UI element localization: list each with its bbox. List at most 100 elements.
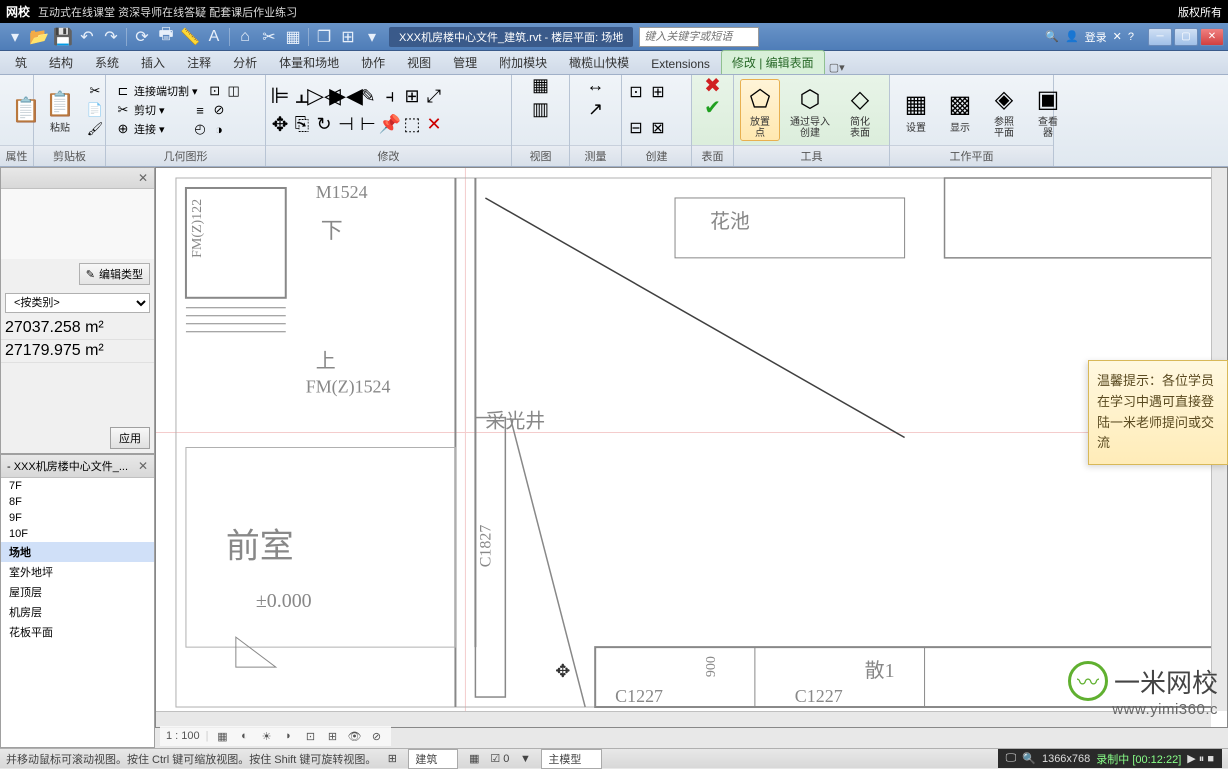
sync-icon[interactable]: ⟳ (131, 26, 153, 48)
cope-button[interactable]: ⊏连接端切割 ▾ ⊡ ◫ (112, 82, 259, 100)
print-icon[interactable]: 🖶 (155, 26, 177, 48)
measure-dim-icon[interactable]: ↔ (588, 77, 604, 93)
3d-icon[interactable]: ⌂ (234, 26, 256, 48)
array-icon[interactable]: ⊞ (404, 88, 420, 104)
browser-item-selected[interactable]: 场地 (1, 542, 154, 562)
visual-style-icon[interactable]: ◐ (237, 728, 253, 744)
set-workplane-button[interactable]: ▦设置 (896, 85, 936, 136)
active-workset[interactable]: 建筑 (408, 749, 458, 769)
customize-icon[interactable]: ▾ (361, 26, 383, 48)
create-group-icon[interactable]: ⊞ (650, 84, 666, 100)
workset-icon[interactable]: ⊞ (384, 751, 400, 767)
close-hidden-icon[interactable]: ⊞ (337, 26, 359, 48)
main-model-dropdown[interactable]: 主模型 (541, 749, 602, 769)
tab-addins[interactable]: 附加模块 (488, 50, 558, 74)
login-link[interactable]: 登录 (1085, 29, 1107, 45)
horizontal-scrollbar[interactable] (156, 711, 1211, 727)
redo-icon[interactable]: ↷ (100, 26, 122, 48)
paste-button[interactable]: 📋粘贴 (40, 85, 80, 136)
show-workplane-button[interactable]: ▩显示 (940, 85, 980, 136)
browser-item[interactable]: 屋顶层 (1, 582, 154, 602)
measure-icon[interactable]: 📏 (179, 26, 201, 48)
tab-extensions[interactable]: Extensions (640, 53, 721, 74)
help-icon[interactable]: ? (1128, 31, 1134, 43)
browser-list[interactable]: 7F 8F 9F 10F 场地 室外地坪 屋顶层 机房层 花板平面 (1, 478, 154, 747)
ribbon-collapse-icon[interactable]: ▢▾ (829, 61, 845, 74)
text-icon[interactable]: A (203, 26, 225, 48)
scale-icon[interactable]: ⤢ (426, 88, 442, 104)
create-similar-icon[interactable]: ⊡ (628, 84, 644, 100)
open-icon[interactable]: 📂 (28, 26, 50, 48)
tab-insert[interactable]: 插入 (130, 50, 176, 74)
browser-item[interactable]: 室外地坪 (1, 562, 154, 582)
app-menu-button[interactable]: ▾ (4, 26, 26, 48)
measure-align-icon[interactable]: ↗ (588, 101, 604, 117)
infocenter-icon[interactable]: 🔍 (1045, 30, 1059, 43)
user-icon[interactable]: 👤 (1065, 30, 1079, 43)
browser-item[interactable]: 7F (1, 478, 154, 494)
mirror-draw-icon[interactable]: ▶◀ (338, 88, 354, 104)
tab-annotate[interactable]: 注释 (176, 50, 222, 74)
delete-icon[interactable]: ✕ (426, 116, 442, 132)
browser-item[interactable]: 10F (1, 526, 154, 542)
split-gap-icon[interactable]: ⊢ (360, 116, 376, 132)
editable-only-icon[interactable]: ☑ 0 (490, 752, 509, 765)
browser-item[interactable]: 8F (1, 494, 154, 510)
save-icon[interactable]: 💾 (52, 26, 74, 48)
tab-manage[interactable]: 管理 (442, 50, 488, 74)
undo-icon[interactable]: ↶ (76, 26, 98, 48)
switch-windows-icon[interactable]: ❐ (313, 26, 335, 48)
viewer-button[interactable]: ▣查看器 (1028, 79, 1068, 141)
pin-icon[interactable]: 📌 (382, 116, 398, 132)
scale-display[interactable]: 1 : 100 (166, 730, 200, 742)
hide-isolate-icon[interactable]: 👁 (347, 728, 363, 744)
tab-architecture[interactable]: 筑 (4, 50, 38, 74)
exchange-icon[interactable]: ✕ (1113, 30, 1122, 43)
tab-modify-edit-surface[interactable]: 修改 | 编辑表面 (721, 50, 825, 74)
rec-tools-icon[interactable]: ▶ ⏸ ■ (1187, 752, 1214, 766)
maximize-button[interactable]: ▢ (1174, 28, 1198, 46)
minimize-button[interactable]: ─ (1148, 28, 1172, 46)
move-icon[interactable]: ✥ (272, 116, 288, 132)
create-parts-icon[interactable]: ⊠ (650, 120, 666, 136)
filter-icon[interactable]: ▼ (517, 751, 533, 767)
match-button[interactable]: 🖌 (84, 120, 106, 138)
split-icon[interactable]: ✎ (360, 88, 376, 104)
cut-clipboard-button[interactable]: ✂ (84, 82, 106, 100)
finish-edit-icon[interactable]: ✔ (705, 99, 721, 115)
reveal-hidden-icon[interactable]: ⊘ (369, 728, 385, 744)
close-button[interactable]: ✕ (1200, 28, 1224, 46)
tab-view[interactable]: 视图 (396, 50, 442, 74)
tab-massing-site[interactable]: 体量和场地 (268, 50, 350, 74)
tab-analyze[interactable]: 分析 (222, 50, 268, 74)
apply-button[interactable]: 应用 (110, 427, 150, 449)
crop-region-icon[interactable]: ⊞ (325, 728, 341, 744)
view-hide-icon[interactable]: ▦ (533, 77, 549, 93)
rotate-icon[interactable]: ↻ (316, 116, 332, 132)
align-icon[interactable]: ⊫ (272, 88, 288, 104)
tab-olive[interactable]: 橄榄山快模 (558, 50, 640, 74)
design-options-icon[interactable]: ▦ (466, 751, 482, 767)
trim-extend-icon[interactable]: ⊣ (338, 116, 354, 132)
crop-view-icon[interactable]: ⊡ (303, 728, 319, 744)
browser-item[interactable]: 花板平面 (1, 622, 154, 642)
trim-icon[interactable]: ⫞ (382, 88, 398, 104)
browser-item[interactable]: 9F (1, 510, 154, 526)
ref-plane-button[interactable]: ◈参照 平面 (984, 79, 1024, 141)
simplify-surface-button[interactable]: ◇简化 表面 (840, 79, 880, 141)
tab-systems[interactable]: 系统 (84, 50, 130, 74)
tab-collaborate[interactable]: 协作 (350, 50, 396, 74)
browser-close-icon[interactable]: ✕ (138, 459, 148, 473)
drawing-canvas[interactable]: ✥ M1524 下 FM(Z)122 上 FM(Z)1524 采光井 前室 ±0… (155, 167, 1228, 728)
copy-icon[interactable]: ⎘ (294, 116, 310, 132)
tab-structure[interactable]: 结构 (38, 50, 84, 74)
sun-path-icon[interactable]: ☀ (259, 728, 275, 744)
category-filter-dropdown[interactable]: <按类别> (5, 293, 150, 313)
properties-close-icon[interactable]: ✕ (138, 171, 148, 185)
help-search-input[interactable] (639, 27, 759, 47)
view-icon[interactable]: ▦ (282, 26, 304, 48)
section-icon[interactable]: ✂ (258, 26, 280, 48)
copy-clipboard-button[interactable]: 📄 (84, 101, 106, 119)
cancel-edit-icon[interactable]: ✖ (705, 77, 721, 93)
create-assembly-icon[interactable]: ⊟ (628, 120, 644, 136)
